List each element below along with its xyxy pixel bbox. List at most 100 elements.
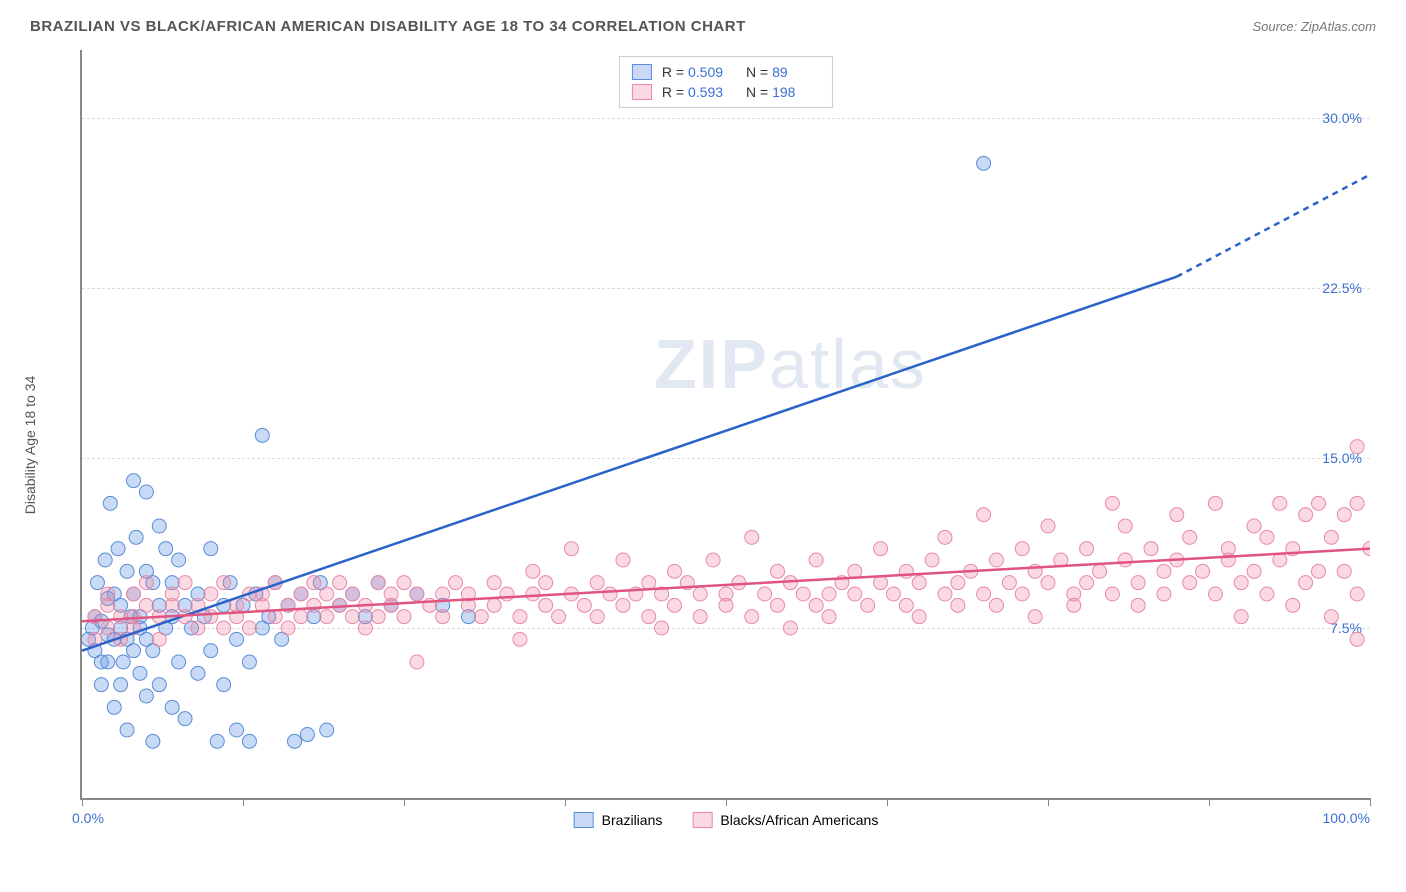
scatter-point: [101, 621, 115, 635]
x-tick: [887, 798, 888, 806]
scatter-point: [667, 598, 681, 612]
legend-n-pink: N = 198: [746, 84, 820, 100]
scatter-point: [129, 530, 143, 544]
scatter-point: [98, 553, 112, 567]
scatter-point: [1131, 576, 1145, 590]
scatter-point: [120, 723, 134, 737]
scatter-point: [1196, 564, 1210, 578]
scatter-point: [1028, 610, 1042, 624]
scatter-point: [552, 610, 566, 624]
scatter-point: [397, 576, 411, 590]
scatter-point: [127, 587, 141, 601]
legend-swatch-blue: [632, 64, 652, 80]
scatter-point: [590, 610, 604, 624]
scatter-point: [616, 598, 630, 612]
legend-item: Brazilians: [574, 812, 663, 828]
scatter-point: [242, 655, 256, 669]
trend-line-extrapolated: [1177, 175, 1370, 277]
scatter-point: [107, 700, 121, 714]
scatter-point: [371, 576, 385, 590]
scatter-point: [693, 587, 707, 601]
scatter-point: [1170, 508, 1184, 522]
scatter-point: [809, 598, 823, 612]
scatter-point: [320, 723, 334, 737]
scatter-point: [487, 598, 501, 612]
scatter-point: [771, 598, 785, 612]
scatter-point: [217, 621, 231, 635]
scatter-point: [1273, 496, 1287, 510]
scatter-point: [94, 678, 108, 692]
scatter-point: [152, 519, 166, 533]
scatter-point: [977, 508, 991, 522]
legend-swatch-blue: [574, 812, 594, 828]
scatter-point: [526, 587, 540, 601]
x-tick: [726, 798, 727, 806]
legend-r-blue: R = 0.509: [662, 64, 736, 80]
legend-label: Blacks/African Americans: [720, 812, 878, 828]
scatter-point: [487, 576, 501, 590]
scatter-point: [1041, 576, 1055, 590]
scatter-point: [120, 564, 134, 578]
scatter-point: [242, 734, 256, 748]
scatter-point: [307, 576, 321, 590]
scatter-point: [90, 576, 104, 590]
scatter-point: [165, 598, 179, 612]
scatter-point: [127, 644, 141, 658]
scatter-point: [371, 610, 385, 624]
scatter-point: [172, 655, 186, 669]
scatter-point: [758, 587, 772, 601]
scatter-point: [1041, 519, 1055, 533]
plot-area: ZIPatlas R = 0.509 N = 89 R = 0.593 N = …: [80, 50, 1370, 800]
scatter-plot-svg: [82, 50, 1370, 798]
scatter-point: [1093, 564, 1107, 578]
scatter-point: [1015, 587, 1029, 601]
x-tick: [1209, 798, 1210, 806]
scatter-point: [977, 587, 991, 601]
scatter-point: [1208, 587, 1222, 601]
scatter-point: [1208, 496, 1222, 510]
scatter-point: [1131, 598, 1145, 612]
scatter-point: [139, 576, 153, 590]
legend-item: Blacks/African Americans: [692, 812, 878, 828]
scatter-point: [822, 587, 836, 601]
scatter-point: [307, 598, 321, 612]
scatter-point: [874, 542, 888, 556]
scatter-point: [358, 621, 372, 635]
scatter-point: [539, 598, 553, 612]
scatter-point: [281, 621, 295, 635]
scatter-point: [693, 610, 707, 624]
scatter-point: [655, 621, 669, 635]
chart-source: Source: ZipAtlas.com: [1252, 19, 1376, 34]
scatter-point: [152, 678, 166, 692]
scatter-point: [172, 553, 186, 567]
legend-row: R = 0.593 N = 198: [632, 82, 820, 102]
bottom-legend: Brazilians Blacks/African Americans: [574, 812, 879, 828]
scatter-point: [111, 542, 125, 556]
scatter-point: [989, 553, 1003, 567]
scatter-point: [139, 598, 153, 612]
scatter-point: [242, 621, 256, 635]
scatter-point: [178, 576, 192, 590]
scatter-point: [912, 576, 926, 590]
scatter-point: [745, 530, 759, 544]
scatter-point: [977, 156, 991, 170]
scatter-point: [886, 587, 900, 601]
scatter-point: [436, 610, 450, 624]
scatter-point: [938, 530, 952, 544]
x-tick: [1370, 798, 1371, 806]
scatter-point: [989, 598, 1003, 612]
scatter-point: [1118, 553, 1132, 567]
scatter-point: [1144, 542, 1158, 556]
scatter-point: [101, 655, 115, 669]
scatter-point: [899, 598, 913, 612]
scatter-point: [719, 598, 733, 612]
scatter-point: [796, 587, 810, 601]
scatter-point: [1118, 519, 1132, 533]
scatter-point: [1299, 576, 1313, 590]
x-tick: [404, 798, 405, 806]
scatter-point: [603, 587, 617, 601]
scatter-point: [1260, 587, 1274, 601]
scatter-point: [1221, 553, 1235, 567]
scatter-point: [116, 655, 130, 669]
x-tick: [243, 798, 244, 806]
